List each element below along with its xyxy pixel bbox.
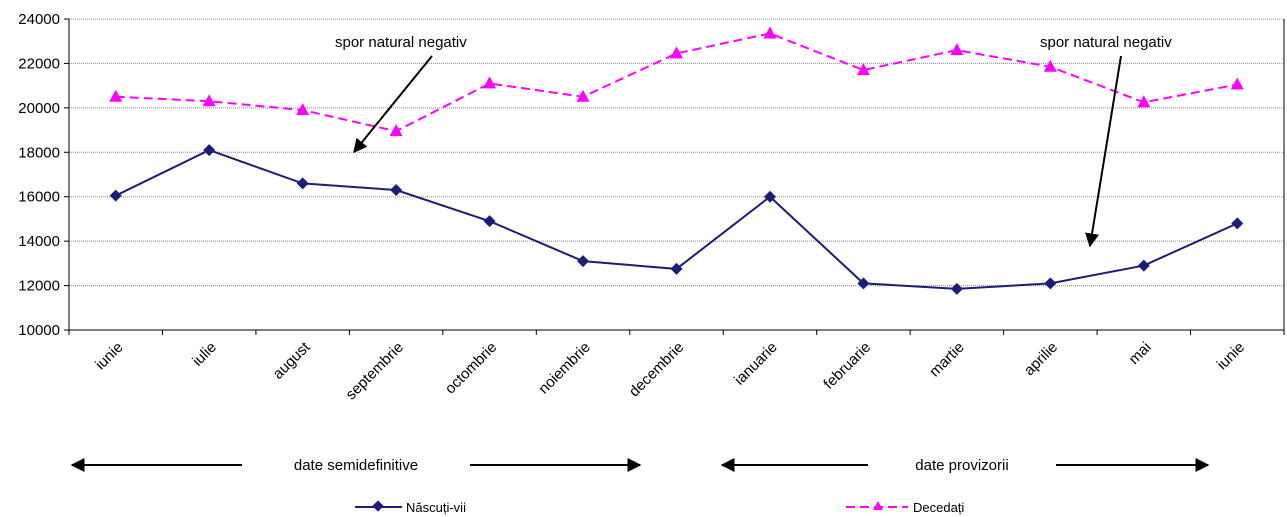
data-point-0-2 (296, 177, 309, 190)
x-tick-label: ianuarie (731, 339, 781, 389)
data-point-0-12 (1231, 217, 1244, 230)
y-tick-label: 14000 (18, 233, 60, 250)
x-tick-label: septembrie (342, 339, 406, 403)
data-point-1-12 (1230, 77, 1244, 90)
x-tick-label: aprilie (1021, 339, 1061, 379)
data-point-1-9 (950, 43, 964, 56)
x-tick-label: august (270, 338, 314, 382)
legend-item-decedati: Decedați (846, 500, 964, 515)
y-tick-label: 20000 (18, 100, 60, 117)
data-point-0-1 (203, 144, 216, 157)
x-tick-label: mai (1126, 339, 1155, 368)
data-point-0-5 (577, 255, 590, 268)
x-tick-label: februarie (820, 339, 874, 393)
legend: Născuți-vii Decedați (355, 500, 964, 515)
data-point-1-0 (109, 89, 123, 102)
x-tick-label: iunie (1214, 339, 1248, 373)
data-point-1-6 (670, 46, 683, 59)
data-point-1-2 (296, 103, 310, 116)
legend-item-nascuti: Născuți-vii (355, 500, 466, 515)
legend-marker-nascuti (372, 500, 384, 512)
gridlines (69, 18, 1284, 287)
x-axis-ticks: iunie iulie august septembrie octombrie noiem… (92, 338, 1248, 403)
data-point-1-11 (1137, 95, 1151, 108)
data-point-1-4 (483, 76, 497, 89)
series (109, 26, 1244, 295)
data-point-1-8 (856, 63, 870, 76)
y-tick-label: 22000 (18, 55, 60, 72)
data-point-1-3 (389, 124, 403, 137)
data-point-0-3 (390, 184, 403, 197)
data-point-0-6 (670, 262, 683, 275)
x-tick-label: decembrie (626, 339, 688, 401)
data-point-0-10 (1044, 277, 1057, 290)
annotation-arrow-2 (1085, 55, 1122, 248)
annotation-label-1: spor natural negativ (335, 34, 467, 51)
x-tick-label: iulie (189, 339, 220, 370)
x-tick-label: iunie (92, 339, 126, 373)
x-tick-label: noiembrie (535, 339, 594, 398)
data-point-0-0 (109, 189, 122, 202)
period-label-provizorii: date provizorii (915, 457, 1008, 474)
legend-label-decedati: Decedați (913, 500, 964, 515)
y-tick-label: 16000 (18, 189, 60, 206)
legend-label-nascuti: Născuți-vii (406, 500, 466, 515)
x-tick-label: octombrie (442, 339, 501, 398)
y-tick-label: 12000 (18, 278, 60, 295)
data-point-0-7 (763, 190, 776, 203)
data-point-0-9 (950, 282, 963, 295)
annotation-arrow-1 (353, 55, 433, 154)
y-tick-label: 24000 (18, 11, 60, 28)
data-point-1-1 (202, 94, 216, 107)
data-point-1-7 (763, 26, 777, 39)
data-point-0-11 (1137, 259, 1150, 272)
axes (64, 18, 1285, 335)
y-tick-label: 18000 (18, 144, 60, 161)
data-point-1-10 (1043, 59, 1057, 72)
y-tick-label: 10000 (18, 322, 60, 339)
data-point-0-4 (483, 215, 496, 228)
y-axis-ticks: 10000 12000 14000 16000 18000 20000 22000 24000 (18, 11, 60, 339)
period-label-semidefinitive: date semidefinitive (294, 457, 418, 474)
annotation-label-2: spor natural negativ (1040, 34, 1172, 51)
data-point-1-5 (576, 89, 590, 102)
x-tick-label: martie (926, 339, 967, 380)
legend-marker-decedati (873, 501, 883, 510)
data-point-0-8 (857, 277, 870, 290)
